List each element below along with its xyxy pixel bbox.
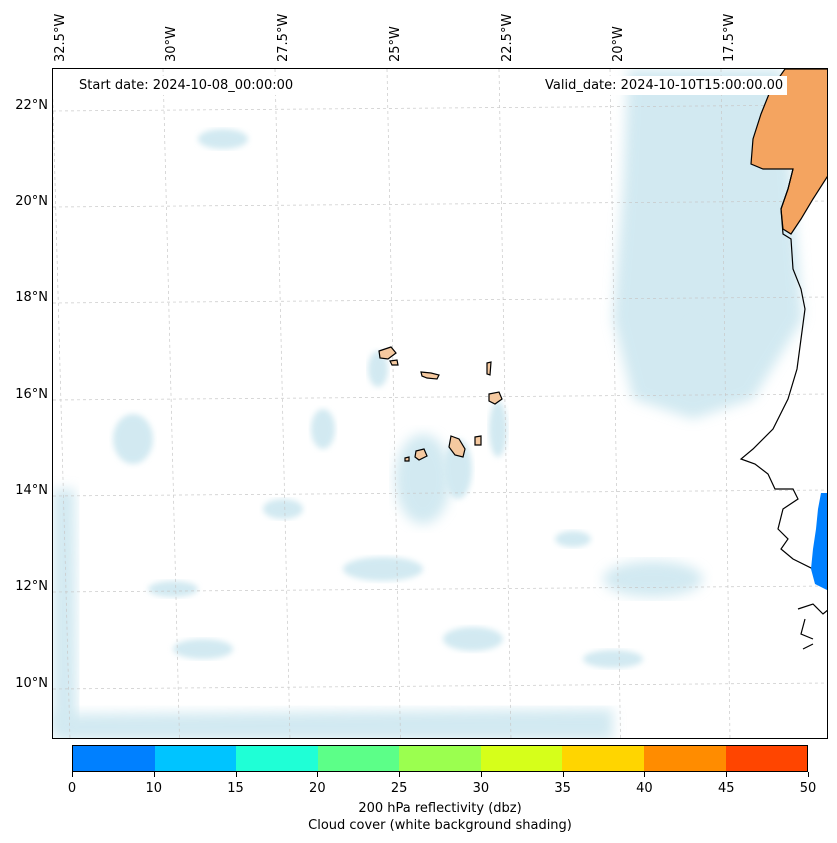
colorbar-tick-label: 10: [145, 781, 163, 796]
cloud-patch: [555, 531, 591, 547]
island-fogo: [414, 448, 428, 461]
cloud-patch: [148, 581, 198, 597]
colorbar-tick: [399, 772, 401, 777]
island-maio: [474, 435, 482, 446]
longitude-label: 25°W: [388, 26, 403, 62]
coastline-guinea: [797, 603, 827, 650]
island-sal: [486, 361, 492, 376]
cloud-region-south-edge: [53, 709, 613, 738]
gridline: [498, 69, 512, 738]
latitude-label: 22°N: [15, 98, 48, 113]
colorbar-tick: [562, 772, 564, 777]
cloud-patch: [583, 650, 643, 668]
latitude-label: 14°N: [15, 483, 48, 498]
cloud-patch: [443, 627, 503, 651]
island-santiago: [448, 435, 466, 458]
latitude-label: 16°N: [15, 387, 48, 402]
cloud-patch: [368, 351, 388, 387]
colorbar-sublabel: Cloud cover (white background shading): [308, 818, 572, 833]
island-brava: [404, 456, 410, 462]
colorbar-tick-label: 45: [717, 781, 735, 796]
longitude-label: 17.5°W: [722, 13, 737, 62]
colorbar-segment: [725, 746, 808, 771]
longitude-label: 27.5°W: [276, 13, 291, 62]
latitude-label: 12°N: [15, 579, 48, 594]
cloud-patch: [395, 434, 451, 524]
colorbar-tick-label: 35: [554, 781, 571, 796]
gridline: [162, 69, 180, 738]
map-canvas: [53, 69, 827, 738]
latitude-label: 10°N: [15, 676, 48, 691]
cloud-patch: [113, 414, 153, 464]
island-santo-antao: [378, 346, 397, 360]
colorbar-tick: [317, 772, 319, 777]
cloud-patch: [343, 557, 423, 581]
coastline-west-africa: [739, 168, 827, 580]
colorbar-tick: [726, 772, 728, 777]
colorbar-tick: [808, 772, 809, 777]
cloud-patch: [603, 561, 703, 597]
colorbar-tick-label: 15: [227, 781, 244, 796]
map-panel: [52, 68, 828, 739]
longitude-label: 20°W: [611, 26, 626, 62]
start-date-label: Start date: 2024-10-08_00:00:00: [75, 76, 298, 95]
gridline: [53, 93, 71, 738]
reflectivity-patch: [811, 493, 827, 590]
colorbar-tick-label: 20: [309, 781, 326, 796]
cloud-patch: [444, 439, 472, 499]
colorbar-tick: [72, 772, 73, 777]
longitude-label: 32.5°W: [53, 13, 68, 62]
gridline: [274, 69, 291, 738]
colorbar: [72, 745, 808, 772]
longitude-label: 30°W: [164, 26, 179, 62]
colorbar-tick: [644, 772, 646, 777]
colorbar-tick: [480, 772, 482, 777]
gridline: [53, 682, 827, 690]
colorbar-segment: [480, 746, 563, 771]
latitude-label: 20°N: [15, 194, 48, 209]
cloud-patch: [489, 401, 507, 457]
colorbar-label: 200 hPa reflectivity (dbz): [358, 801, 522, 816]
colorbar-tick: [235, 772, 237, 777]
valid-date-label: Valid_date: 2024-10-10T15:00:00.00: [541, 76, 788, 95]
colorbar-tick-label: 25: [390, 781, 408, 796]
island-sao-vicente: [389, 359, 399, 366]
gridline: [609, 69, 621, 738]
colorbar-segment: [236, 746, 318, 771]
cape-verde-islands: [378, 346, 503, 462]
cloud-region-west-edge: [53, 489, 77, 729]
colorbar-segment: [317, 746, 400, 771]
cloud-patch: [263, 499, 303, 519]
gridline: [720, 69, 731, 738]
latitude-label: 18°N: [15, 290, 48, 305]
colorbar-segment: [562, 746, 644, 771]
coastline: [739, 168, 827, 650]
colorbar-segment: [643, 746, 726, 771]
colorbar-segment: [154, 746, 237, 771]
graticule: [53, 69, 827, 738]
island-boa-vista: [488, 391, 503, 405]
colorbar-segment: [73, 746, 155, 771]
colorbar-tick-label: 50: [799, 781, 817, 796]
colorbar-segment: [399, 746, 481, 771]
gridline: [386, 69, 401, 738]
cloud-patch: [198, 129, 248, 149]
colorbar-tick-label: 30: [472, 781, 490, 796]
colorbar-tick: [153, 772, 155, 777]
cloud-patch: [173, 639, 233, 659]
colorbar-tick-label: 40: [636, 781, 653, 796]
longitude-label: 22.5°W: [500, 13, 515, 62]
colorbar-tick-label: 0: [67, 781, 77, 796]
cloud-patch: [311, 409, 335, 449]
cloud-cover-shading: [53, 69, 803, 738]
island-sao-nicolau: [420, 371, 440, 380]
cloud-patch: [681, 319, 705, 399]
